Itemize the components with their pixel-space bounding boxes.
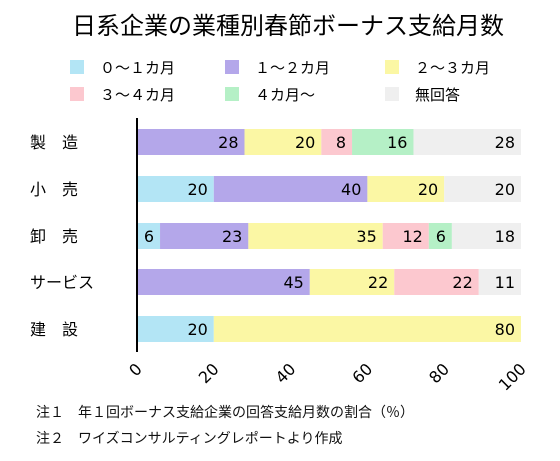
bars: 28 20 8 16 28 20 40 20 20 6 23 35 12 6 18 45 22 22 11 20 80 [137,129,522,342]
legend-label-0: ０～１カ月 [100,59,175,77]
value-label-2-3: 12 [402,227,422,246]
x-tick-label-1: 20 [195,359,223,387]
bar-4-2 [213,316,522,342]
note-1: 注１ 年１回ボーナス支給企業の回答支給月数の割合（％） [36,405,414,421]
bar-0-3 [321,129,353,155]
x-tick-label-5: 100 [495,359,530,394]
value-label-0-2: 20 [295,133,315,152]
legend-label-3: ３～４カ月 [100,86,175,104]
bar-3-5 [478,269,521,295]
value-label-0-3: 8 [336,133,346,152]
legend-swatch-4 [225,87,239,101]
value-label-4-0: 20 [187,320,207,339]
value-label-2-5: 18 [495,227,515,246]
legend-label-4: ４カ月～ [255,86,315,104]
bar-2-5 [451,223,521,249]
value-label-2-2: 35 [356,227,376,246]
legend-swatch-2 [385,60,399,74]
bar-4-0 [137,316,214,342]
category-label-1: 小 売 [30,180,78,199]
bar-0-4 [352,129,414,155]
bar-0-1 [137,129,245,155]
value-label-3-1: 45 [283,273,303,292]
legend-label-2: ２～３カ月 [415,59,490,77]
legend-swatch-3 [70,87,84,101]
stacked-bar-chart: 日系企業の業種別春節ボーナス支給月数 ０～１カ月 １～２カ月 ２～３カ月 ３～４カ月 ４… [30,12,530,394]
value-label-1-2: 20 [418,180,438,199]
x-tick-label-4: 80 [425,359,453,387]
value-label-2-4: 6 [436,227,446,246]
bar-1-1 [213,176,368,202]
x-tick-label-0: 0 [125,359,146,380]
legend-label-5: 無回答 [415,86,460,104]
value-label-2-1: 23 [222,227,242,246]
bar-0-5 [413,129,521,155]
legend-swatch-5 [385,87,399,101]
value-label-0-1: 28 [218,133,238,152]
value-label-1-0: 20 [187,180,207,199]
value-label-3-3: 22 [452,273,472,292]
bar-1-2 [367,176,445,202]
bar-2-2 [248,223,383,249]
x-tick-labels: 0 20 40 60 80 100 [125,359,530,394]
value-label-3-2: 22 [368,273,388,292]
bar-2-1 [160,223,249,249]
bar-2-3 [382,223,429,249]
bar-2-4 [428,223,452,249]
value-label-1-5: 20 [495,180,515,199]
bar-3-1 [137,269,310,295]
value-label-4-2: 80 [495,320,515,339]
category-label-2: 卸 売 [30,227,78,246]
category-label-0: 製 造 [30,133,78,152]
legend-swatch-1 [225,60,239,74]
bar-3-3 [394,269,479,295]
legend-label-1: １～２カ月 [255,59,330,77]
bar-2-0 [137,223,161,249]
bar-1-0 [137,176,214,202]
category-label-4: 建 設 [30,320,78,339]
chart-title: 日系企業の業種別春節ボーナス支給月数 [72,12,504,40]
note-2: 注２ ワイズコンサルティングレポートより作成 [36,431,343,447]
legend-swatch-0 [70,60,84,74]
x-tick-label-2: 40 [272,359,300,387]
bar-3-2 [309,269,395,295]
category-label-3: サービス [30,273,94,292]
value-label-2-0: 6 [144,227,154,246]
value-label-0-4: 16 [387,133,407,152]
bar-0-2 [244,129,322,155]
legend: ０～１カ月 １～２カ月 ２～３カ月 ３～４カ月 ４カ月～ 無回答 [70,59,490,104]
value-label-1-1: 40 [341,180,361,199]
value-label-0-5: 28 [495,133,515,152]
value-label-3-5: 11 [495,273,515,292]
bar-1-5 [444,176,521,202]
x-tick-label-3: 60 [348,359,376,387]
